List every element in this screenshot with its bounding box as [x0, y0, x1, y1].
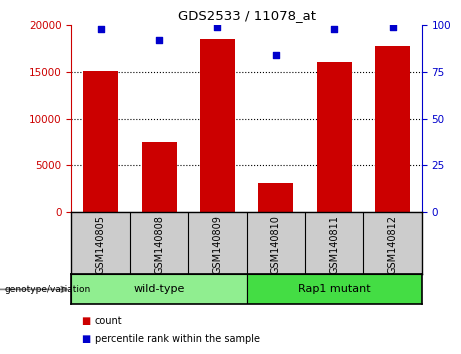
Text: Rap1 mutant: Rap1 mutant	[298, 284, 371, 295]
Text: ■: ■	[81, 315, 90, 326]
Text: wild-type: wild-type	[133, 284, 185, 295]
Text: genotype/variation: genotype/variation	[5, 285, 91, 294]
Text: ■: ■	[81, 334, 90, 344]
Text: GSM140808: GSM140808	[154, 216, 164, 274]
Point	[155, 37, 163, 42]
Bar	[258, 183, 293, 212]
Text: GSM140805: GSM140805	[95, 216, 106, 274]
Bar	[71, 274, 247, 304]
Bar	[247, 274, 422, 304]
Text: GSM140810: GSM140810	[271, 216, 281, 274]
Title: GDS2533 / 11078_at: GDS2533 / 11078_at	[177, 9, 316, 22]
Point	[97, 26, 104, 32]
Point	[331, 26, 338, 32]
Point	[272, 52, 279, 58]
Bar	[375, 46, 410, 212]
Text: percentile rank within the sample: percentile rank within the sample	[95, 334, 260, 344]
Bar	[83, 71, 118, 212]
Point	[389, 24, 396, 29]
Text: count: count	[95, 315, 122, 326]
Text: GSM140812: GSM140812	[388, 216, 398, 274]
Bar	[317, 62, 352, 212]
Text: GSM140809: GSM140809	[213, 216, 223, 274]
Point	[214, 24, 221, 29]
Bar	[200, 39, 235, 212]
Bar	[142, 142, 177, 212]
Text: GSM140811: GSM140811	[329, 216, 339, 274]
